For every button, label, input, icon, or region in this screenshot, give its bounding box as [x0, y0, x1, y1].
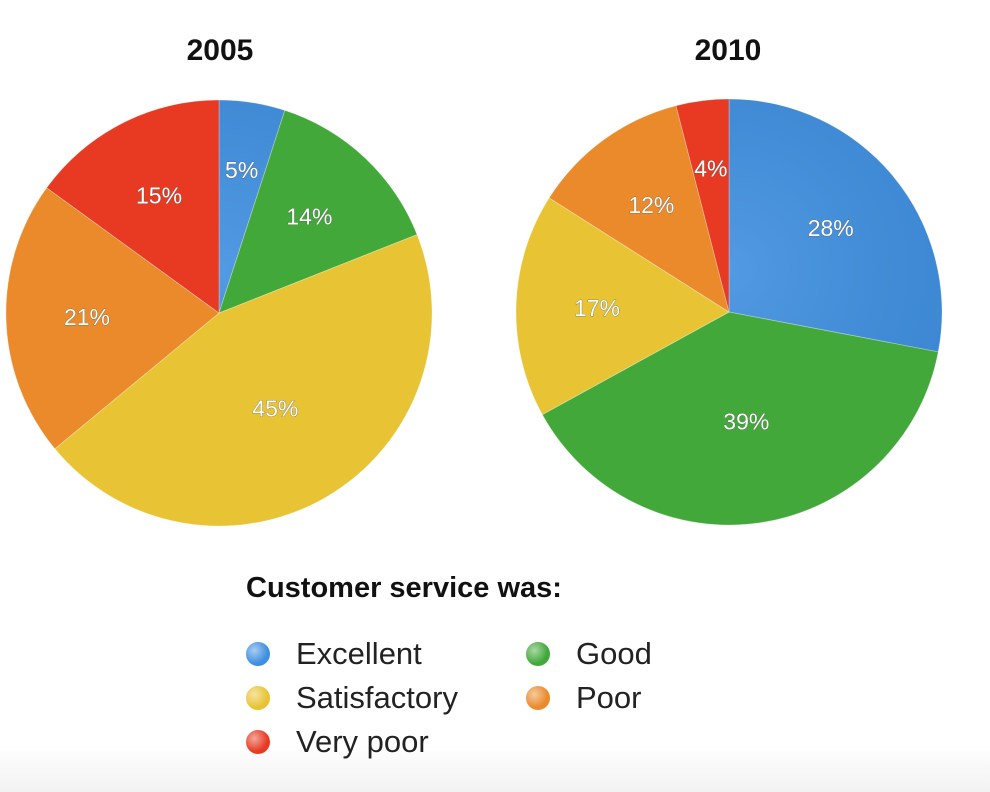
pie-slice-2005-very-poor [46, 99, 220, 314]
chart-title-2010: 2010 [695, 34, 762, 67]
pie-slice-2010-poor [548, 105, 730, 313]
pie-charts: 2005 2010 5% 14% 45% 21% 15% 28% 39% 17% 12% 4% [5, 34, 943, 527]
pie-2005: 5% 14% 45% 21% 15% [5, 99, 433, 527]
pie-slice-2010-satisfactory [515, 197, 730, 416]
pie-2010: 28% 39% 17% 12% 4% [515, 98, 943, 526]
legend-label-excellent: Excellent [296, 636, 422, 671]
legend-swatch-excellent [246, 642, 270, 666]
pie-slice-2010-very-poor [675, 98, 730, 313]
slice-label-2010-excellent: 28% [808, 215, 854, 241]
legend-items: Excellent Good Satisfactory Poor Very po… [240, 632, 760, 762]
pie-slice-2010-good [541, 311, 939, 526]
pie-slice-2005-satisfactory [54, 234, 433, 527]
legend-title: Customer service was: [246, 572, 562, 604]
legend-swatch-satisfactory [246, 686, 270, 710]
legend-label-satisfactory: Satisfactory [296, 680, 458, 715]
legend-swatch-poor [526, 686, 550, 710]
chart-title-2005: 2005 [187, 34, 254, 67]
slice-label-2005-good: 14% [286, 204, 332, 230]
slice-label-2005-satisfactory: 45% [252, 395, 298, 421]
pie-slice-2005-poor [5, 187, 220, 450]
legend-label-poor: Poor [576, 680, 642, 715]
legend: Customer service was: Excellent Good Sat… [240, 568, 760, 762]
slice-label-2010-poor: 12% [628, 192, 674, 218]
slice-label-2005-poor: 21% [64, 304, 110, 330]
slice-label-2005-very-poor: 15% [136, 182, 182, 208]
legend-swatch-good [526, 642, 550, 666]
legend-label-very-poor: Very poor [296, 724, 429, 759]
legend-label-good: Good [576, 636, 652, 671]
legend-swatch-very-poor [246, 730, 270, 754]
slice-label-2005-excellent: 5% [225, 157, 258, 183]
pie-slice-2005-good [218, 109, 418, 314]
slice-label-2010-very-poor: 4% [694, 155, 727, 181]
slice-label-2010-satisfactory: 17% [574, 295, 620, 321]
slice-label-2010-good: 39% [723, 408, 769, 434]
